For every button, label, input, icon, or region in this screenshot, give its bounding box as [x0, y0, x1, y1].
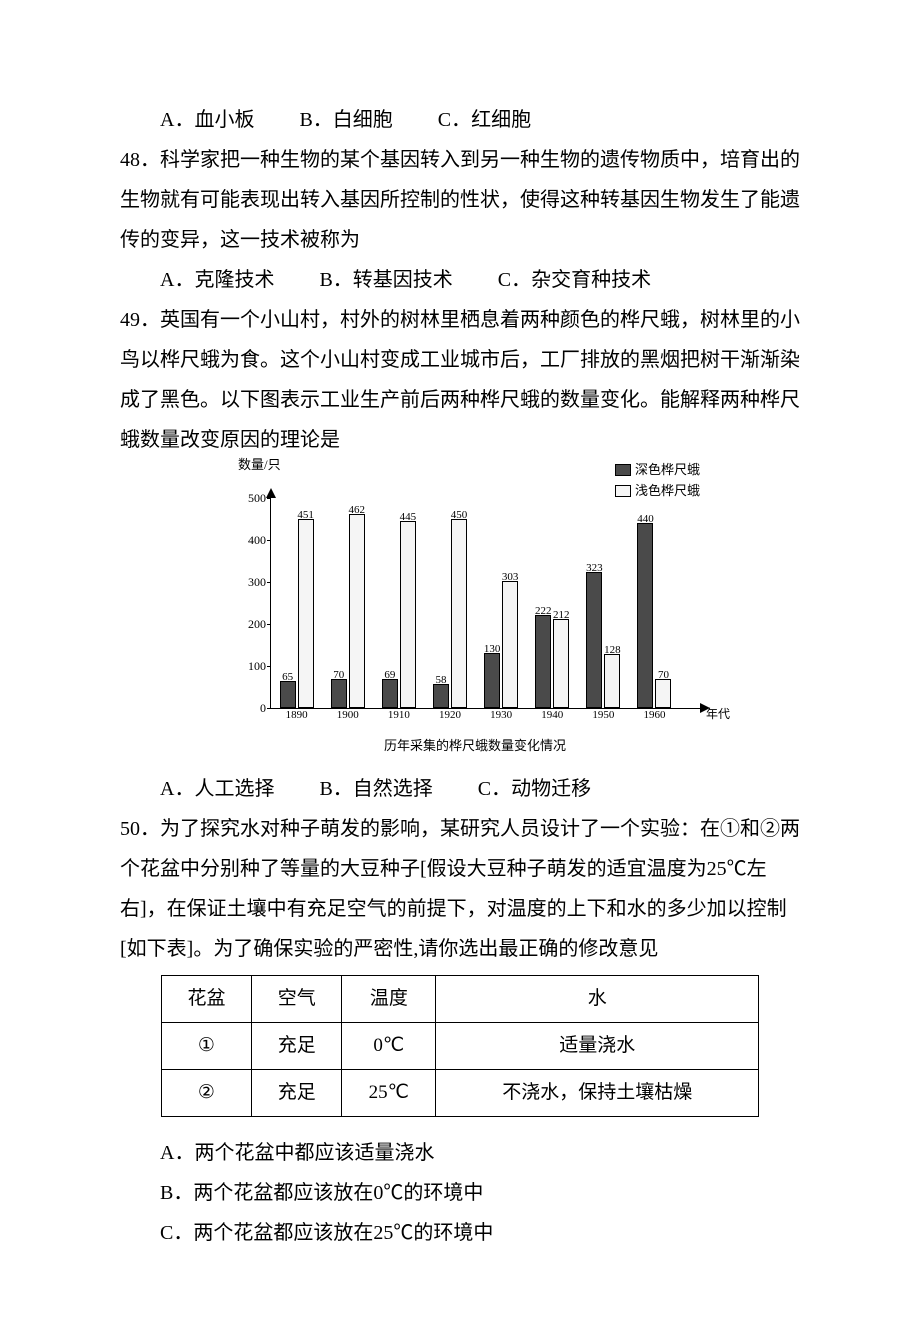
bar-group: 3231281950 — [586, 572, 620, 708]
ytick: 500 — [231, 486, 266, 510]
q47-options: A．血小板 B．白细胞 C．红细胞 — [120, 100, 800, 140]
ytick: 400 — [231, 528, 266, 552]
table-header-cell: 温度 — [342, 976, 436, 1023]
chart-legend: 深色桦尺蛾 浅色桦尺蛾 — [615, 460, 700, 502]
bar-group: 584501920 — [433, 519, 467, 708]
bar-value-label: 70 — [333, 664, 344, 686]
bar-dark: 440 — [637, 523, 653, 708]
chart-xlabel: 年代 — [706, 702, 730, 726]
ytick: 100 — [231, 654, 266, 678]
ytick: 0 — [231, 696, 266, 720]
bar-value-label: 70 — [658, 664, 669, 686]
chart-caption: 历年采集的桦尺蛾数量变化情况 — [250, 733, 700, 759]
bar-light: 450 — [451, 519, 467, 708]
ytick: 300 — [231, 570, 266, 594]
q50-opt-b: B．两个花盆都应该放在0℃的环境中 — [120, 1173, 800, 1213]
q49-options: A．人工选择 B．自然选择 C．动物迁移 — [120, 769, 800, 809]
bar-dark: 130 — [484, 653, 500, 708]
table-row: ②充足25℃不浇水，保持土壤枯燥 — [161, 1070, 758, 1117]
xtick-label: 1920 — [439, 704, 461, 726]
table-header-cell: 空气 — [252, 976, 342, 1023]
bar-value-label: 445 — [400, 506, 417, 528]
bar-value-label: 128 — [604, 639, 621, 661]
bar-value-label: 222 — [535, 600, 552, 622]
bar-light: 445 — [400, 521, 416, 708]
bar-value-label: 323 — [586, 557, 603, 579]
bar-value-label: 212 — [553, 604, 570, 626]
bar-light: 451 — [298, 519, 314, 708]
bar-dark: 222 — [535, 615, 551, 708]
q48-opt-a: A．克隆技术 — [160, 260, 274, 300]
q50-stem: 50．为了探究水对种子萌发的影响，某研究人员设计了一个实验：在①和②两个花盆中分… — [120, 809, 800, 969]
bar-group: 654511890 — [280, 519, 314, 708]
xtick-label: 1950 — [592, 704, 614, 726]
xtick-label: 1900 — [337, 704, 359, 726]
table-header-cell: 花盆 — [161, 976, 251, 1023]
table-header-cell: 水 — [436, 976, 759, 1023]
table-cell: 充足 — [252, 1023, 342, 1070]
table-cell: 25℃ — [342, 1070, 436, 1117]
bar-light: 128 — [604, 654, 620, 708]
xtick-label: 1940 — [541, 704, 563, 726]
bar-value-label: 440 — [637, 508, 654, 530]
bar-value-label: 69 — [384, 664, 395, 686]
legend-dark-label: 深色桦尺蛾 — [635, 460, 700, 481]
table-cell: ② — [161, 1070, 251, 1117]
bar-value-label: 462 — [348, 499, 365, 521]
q47-opt-b: B．白细胞 — [299, 100, 392, 140]
q48-stem: 48．科学家把一种生物的某个基因转入到另一种生物的遗传物质中，培育出的生物就有可… — [120, 140, 800, 260]
bar-value-label: 65 — [282, 666, 293, 688]
q50-opt-a: A．两个花盆中都应该适量浇水 — [120, 1133, 800, 1173]
xtick-label: 1960 — [643, 704, 665, 726]
bar-light: 303 — [502, 581, 518, 708]
xtick-label: 1910 — [388, 704, 410, 726]
bar-value-label: 303 — [502, 566, 519, 588]
bar-group: 1303031930 — [484, 581, 518, 708]
q49-opt-c: C．动物迁移 — [478, 769, 591, 809]
bar-value-label: 451 — [297, 504, 314, 526]
table-row: ①充足0℃适量浇水 — [161, 1023, 758, 1070]
legend-light-swatch — [615, 485, 631, 497]
bar-light: 212 — [553, 619, 569, 708]
bar-group: 440701960 — [637, 523, 671, 708]
q48-opt-c: C．杂交育种技术 — [498, 260, 651, 300]
table-cell: ① — [161, 1023, 251, 1070]
bar-group: 694451910 — [382, 521, 416, 708]
bar-group: 2222121940 — [535, 615, 569, 708]
legend-dark: 深色桦尺蛾 — [615, 460, 700, 481]
bar-group: 704621900 — [331, 514, 365, 708]
q48-options: A．克隆技术 B．转基因技术 C．杂交育种技术 — [120, 260, 800, 300]
bar-dark: 323 — [586, 572, 602, 708]
moth-chart: 数量/只 深色桦尺蛾 浅色桦尺蛾 65451189070462190069445… — [120, 470, 800, 759]
experiment-table: 花盆空气温度水 ①充足0℃适量浇水②充足25℃不浇水，保持土壤枯燥 — [161, 975, 759, 1117]
bar-value-label: 130 — [484, 638, 501, 660]
q49-stem: 49．英国有一个小山村，村外的树林里栖息着两种颜色的桦尺蛾，树林里的小鸟以桦尺蛾… — [120, 300, 800, 460]
table-cell: 适量浇水 — [436, 1023, 759, 1070]
chart-ylabel: 数量/只 — [238, 452, 281, 478]
q49-opt-a: A．人工选择 — [160, 769, 274, 809]
q47-opt-c: C．红细胞 — [438, 100, 531, 140]
table-cell: 充足 — [252, 1070, 342, 1117]
ytick: 200 — [231, 612, 266, 636]
q50-opt-c: C．两个花盆都应该放在25℃的环境中 — [120, 1213, 800, 1253]
xtick-label: 1930 — [490, 704, 512, 726]
table-cell: 0℃ — [342, 1023, 436, 1070]
bar-light: 462 — [349, 514, 365, 708]
bar-value-label: 450 — [451, 504, 468, 526]
legend-dark-swatch — [615, 464, 631, 476]
bar-value-label: 58 — [435, 669, 446, 691]
xtick-label: 1890 — [286, 704, 308, 726]
q49-opt-b: B．自然选择 — [319, 769, 432, 809]
q47-opt-a: A．血小板 — [160, 100, 254, 140]
q48-opt-b: B．转基因技术 — [319, 260, 452, 300]
table-cell: 不浇水，保持土壤枯燥 — [436, 1070, 759, 1117]
